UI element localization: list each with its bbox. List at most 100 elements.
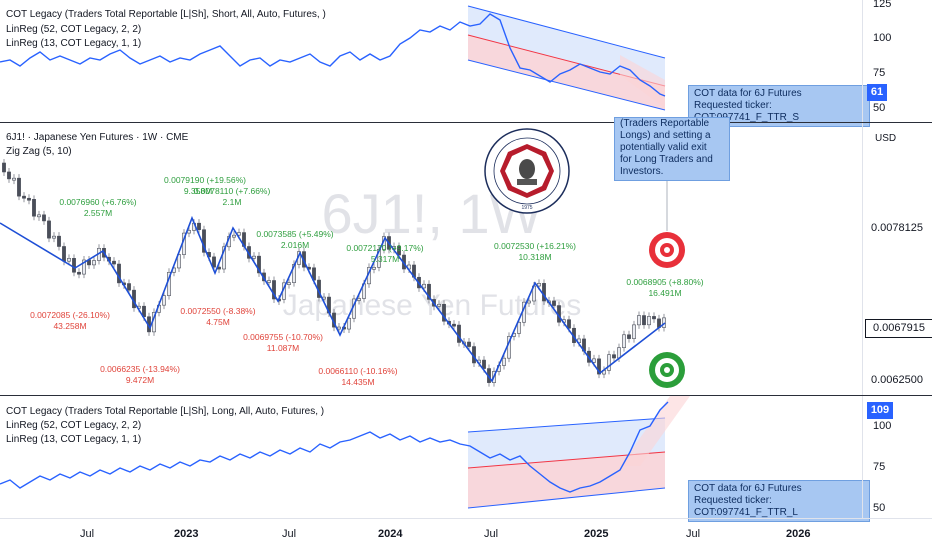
top-indicator-2[interactable]: LinReg (52, COT Legacy, 2, 2) bbox=[6, 24, 142, 35]
time-label-2026: 2026 bbox=[786, 528, 811, 540]
analysis-note: (Traders Reportable Longs) and setting a… bbox=[614, 117, 730, 181]
currency-label: USD bbox=[875, 133, 897, 144]
candle-body bbox=[467, 341, 471, 347]
candle-body bbox=[112, 260, 116, 265]
time-label-jul-2025: Jul bbox=[686, 528, 701, 540]
candle-body bbox=[22, 195, 26, 199]
candle-body bbox=[222, 246, 226, 270]
candle-body bbox=[272, 280, 276, 300]
cftc-seal-logo: 1975 bbox=[484, 128, 570, 214]
candle-body bbox=[502, 357, 506, 366]
pivot-label-12: 0.0066110 (-10.16%) bbox=[318, 366, 397, 376]
bottom-channel-top bbox=[467, 417, 666, 433]
main-price-scale[interactable]: USD 0.0078125 0.0062500 0.0067915 bbox=[862, 123, 932, 395]
bottom-tooltip-line2: Requested ticker: COT:097741_F_TTR_L bbox=[694, 495, 798, 518]
candle-body bbox=[67, 258, 71, 262]
note-line2: Longs) and setting a bbox=[620, 130, 711, 141]
top-scale-100: 100 bbox=[873, 32, 892, 44]
candle-body bbox=[607, 354, 611, 371]
time-axis[interactable]: Jul 2023 Jul 2024 Jul 2025 Jul 2026 bbox=[0, 518, 932, 551]
pivot-label-6: 0.0072530 (+16.21%) bbox=[494, 241, 576, 251]
top-channel-lower-fill bbox=[468, 35, 665, 110]
pivot-vol-7: 16.491M bbox=[648, 288, 681, 298]
pivot-label-8: 0.0072085 (-26.10%) bbox=[30, 310, 110, 320]
note-line4: for Long Traders and bbox=[620, 154, 713, 165]
candle-body bbox=[62, 246, 66, 262]
top-cot-series bbox=[0, 13, 666, 97]
candle-body bbox=[257, 255, 261, 274]
candle-body bbox=[42, 214, 46, 222]
top-channel-bottom bbox=[467, 59, 666, 111]
candle-body bbox=[397, 246, 401, 256]
candle-body bbox=[567, 319, 571, 329]
scale-0078125: 0.0078125 bbox=[871, 222, 923, 234]
main-chart: 6J1!, 1W Japanese Yen Futures 0.0076960 … bbox=[0, 128, 704, 388]
time-label-jul-2023: Jul bbox=[282, 528, 297, 540]
pivot-label-1: 0.0076960 (+6.76%) bbox=[59, 197, 136, 207]
candle-body bbox=[47, 220, 51, 239]
top-indicator-3[interactable]: LinReg (13, COT Legacy, 1, 1) bbox=[6, 38, 142, 49]
target-green-icon[interactable] bbox=[649, 352, 685, 388]
candle-body bbox=[592, 358, 596, 363]
candle-body bbox=[452, 323, 456, 327]
bottom-indicator-3[interactable]: LinReg (13, COT Legacy, 1, 1) bbox=[6, 434, 142, 445]
top-indicator-1[interactable]: COT Legacy (Traders Total Reportable [L|… bbox=[6, 9, 326, 20]
zigzag-indicator-label[interactable]: Zig Zag (5, 10) bbox=[6, 146, 72, 157]
pivot-vol-10: 11.087M bbox=[267, 343, 299, 353]
bottom-indicator-1[interactable]: COT Legacy (Traders Total Reportable [L|… bbox=[6, 406, 325, 417]
candle-body bbox=[517, 321, 521, 334]
main-symbol-title[interactable]: 6J1! · Japanese Yen Futures · 1W · CME bbox=[6, 132, 189, 143]
top-scale-50: 50 bbox=[873, 102, 886, 114]
candle-body bbox=[252, 255, 256, 259]
top-scale-125: 125 bbox=[873, 0, 892, 10]
candle-body bbox=[347, 317, 351, 330]
bottom-price-scale[interactable]: 109 100 75 50 bbox=[862, 396, 932, 518]
pivot-vol-5: 5.317M bbox=[371, 254, 399, 264]
candle-body bbox=[232, 234, 236, 238]
bottom-indicator-2[interactable]: LinReg (52, COT Legacy, 2, 2) bbox=[6, 420, 142, 431]
time-label-2025: 2025 bbox=[584, 528, 609, 540]
top-price-scale[interactable]: 125 100 75 50 61 bbox=[862, 0, 932, 122]
pivot-label-5: 0.0072170 (+9.17%) bbox=[346, 243, 423, 253]
pivot-label-7: 0.0068905 (+8.80%) bbox=[626, 277, 703, 287]
candle-body bbox=[267, 280, 271, 283]
candle-body bbox=[642, 315, 646, 326]
candle-body bbox=[427, 283, 431, 300]
candle-body bbox=[552, 300, 556, 306]
candle-body bbox=[527, 300, 531, 304]
candle-body bbox=[17, 177, 21, 197]
bottom-cot-tooltip: COT data for 6J Futures Requested ticker… bbox=[688, 480, 870, 522]
candle-body bbox=[662, 317, 666, 328]
bottom-small-channel bbox=[620, 396, 690, 466]
candle-body bbox=[162, 295, 166, 306]
candle-body bbox=[422, 283, 426, 289]
candle-body bbox=[212, 256, 216, 268]
candle-body bbox=[617, 347, 621, 359]
bottom-pane-divider[interactable] bbox=[0, 395, 932, 396]
candle-body bbox=[337, 326, 341, 330]
candle-body bbox=[637, 315, 641, 326]
note-line5: Investors. bbox=[620, 166, 664, 177]
pivot-vol-6: 10.318M bbox=[518, 252, 551, 262]
main-pane[interactable]: 6J1!, 1W Japanese Yen Futures 0.0076960 … bbox=[0, 117, 862, 395]
top-cot-tooltip: COT data for 6J Futures Requested ticker… bbox=[688, 85, 870, 127]
bottom-pane[interactable]: COT Legacy (Traders Total Reportable [L|… bbox=[0, 396, 870, 522]
top-current-value-badge: 61 bbox=[867, 84, 887, 101]
logo-year: 1975 bbox=[521, 205, 532, 211]
candle-body bbox=[482, 359, 486, 369]
candle-body bbox=[622, 334, 626, 348]
candle-body bbox=[7, 171, 11, 180]
top-scale-75: 75 bbox=[873, 67, 886, 79]
target-red-icon[interactable] bbox=[649, 232, 685, 268]
bottom-tooltip-line1: COT data for 6J Futures bbox=[694, 483, 802, 494]
time-label-jul-2024: Jul bbox=[484, 528, 499, 540]
candle-body bbox=[72, 258, 76, 273]
top-pane[interactable]: COT Legacy (Traders Total Reportable [L|… bbox=[0, 0, 870, 127]
pivot-vol-8: 43.258M bbox=[53, 321, 86, 331]
candle-body bbox=[597, 358, 601, 375]
top-pane-divider[interactable] bbox=[0, 122, 932, 123]
pivot-vol-4: 2.016M bbox=[281, 240, 309, 250]
pivot-label-11: 0.0066235 (-13.94%) bbox=[100, 364, 180, 374]
bottom-scale-100: 100 bbox=[873, 420, 892, 432]
pivot-label-3: 0.0078110 (+7.66%) bbox=[194, 186, 271, 196]
